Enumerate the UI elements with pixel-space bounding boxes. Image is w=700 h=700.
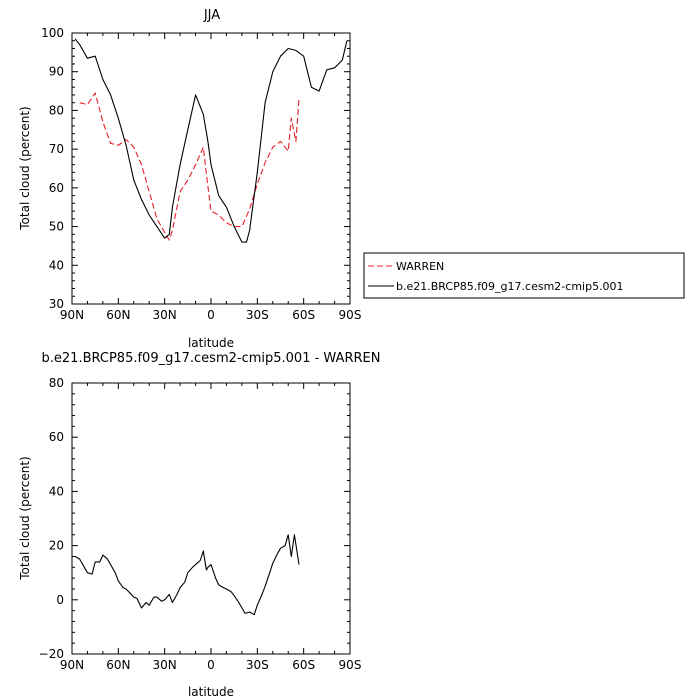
top-chart-xlabel: latitude (188, 336, 234, 350)
chart0-ytick-label: 100 (41, 26, 64, 40)
top-chart-series (74, 38, 348, 243)
chart0-xtick-label: 90S (339, 308, 362, 322)
chart1-xtick-label: 90S (339, 658, 362, 672)
legend-label-model: b.e21.BRCP85.f09_g17.cesm2-cmip5.001 (396, 280, 624, 293)
chart0-ytick-label: 40 (49, 258, 64, 272)
chart1-ytick-label: −20 (39, 647, 64, 661)
chart0-xtick-label: 30N (153, 308, 177, 322)
chart1-xtick-label: 30N (153, 658, 177, 672)
chart0-ytick-label: 50 (49, 220, 64, 234)
chart0-xtick-label: 0 (207, 308, 215, 322)
chart0-xtick-label: 60N (106, 308, 130, 322)
chart0-ytick-label: 70 (49, 142, 64, 156)
top-chart-ylabel: Total cloud (percent) (18, 106, 32, 230)
chart0-series-0-line (79, 92, 300, 241)
chart1-xtick-label: 90N (60, 658, 84, 672)
bottom-chart-ticks: 90N 60N 30N 0 30S 60S 90S −20 0 20 40 60 80 (39, 376, 362, 672)
bottom-chart-frame (71, 382, 351, 655)
chart1-xtick-label: 0 (207, 658, 215, 672)
top-chart: JJA 90N 60N 30N 0 30S 60S 90S 30 40 50 60 70 80 90 100… (18, 8, 361, 350)
chart1-xtick-label: 60S (292, 658, 315, 672)
bottom-chart-xlabel: latitude (188, 685, 234, 699)
bottom-chart-ylabel: Total cloud (percent) (18, 456, 32, 580)
chart0-ytick-label: 80 (49, 103, 64, 117)
chart0-series-1-line (74, 38, 348, 243)
chart1-ytick-label: 80 (49, 376, 64, 390)
top-chart-title: JJA (203, 8, 220, 23)
legend: WARREN b.e21.BRCP85.f09_g17.cesm2-cmip5.… (363, 252, 685, 299)
bottom-chart: b.e21.BRCP85.f09_g17.cesm2-cmip5.001 - W… (18, 351, 380, 699)
chart1-series-0-line (74, 534, 300, 616)
chart1-ytick-label: 40 (49, 484, 64, 498)
chart1-xtick-label: 60N (106, 658, 130, 672)
top-chart-ticks: 90N 60N 30N 0 30S 60S 90S 30 40 50 60 70 80 90 100 (41, 26, 361, 322)
chart1-ytick-label: 20 (49, 539, 64, 553)
chart0-xtick-label: 90N (60, 308, 84, 322)
legend-label-warren: WARREN (396, 260, 444, 273)
chart1-ytick-label: 60 (49, 430, 64, 444)
chart0-ytick-label: 30 (49, 297, 64, 311)
chart1-xtick-label: 30S (246, 658, 269, 672)
bottom-chart-series (74, 534, 300, 616)
legend-box (363, 252, 685, 299)
chart1-ytick-label: 0 (56, 593, 64, 607)
chart0-ytick-label: 60 (49, 181, 64, 195)
chart0-xtick-label: 30S (246, 308, 269, 322)
bottom-chart-title: b.e21.BRCP85.f09_g17.cesm2-cmip5.001 - W… (42, 351, 381, 366)
chart0-ytick-label: 90 (49, 65, 64, 79)
chart0-xtick-label: 60S (292, 308, 315, 322)
